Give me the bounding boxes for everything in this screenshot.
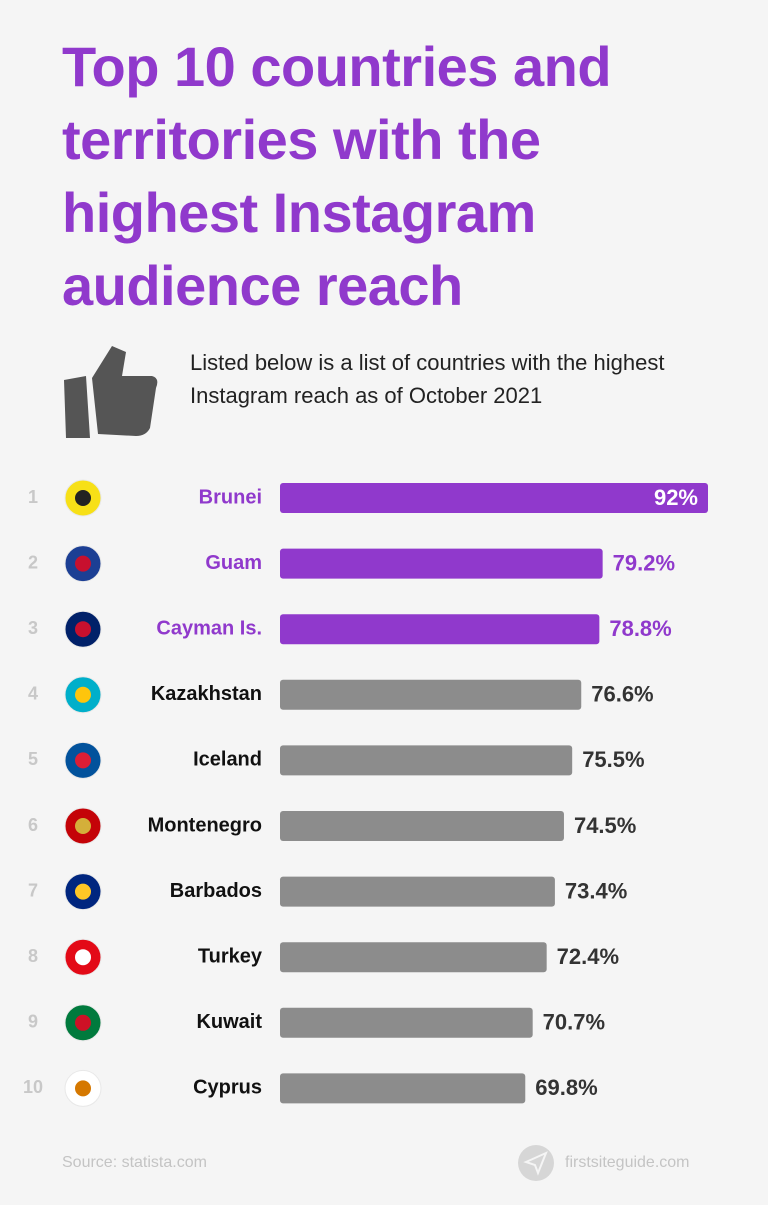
value-label: 76.6%	[591, 682, 653, 707]
bar	[280, 679, 582, 710]
category-label: Brunei	[199, 486, 262, 508]
value-label: 75.5%	[582, 747, 644, 772]
rank: 5	[28, 749, 38, 769]
flag-emblem	[75, 883, 91, 900]
subtitle: Listed below is a list of countries with…	[190, 350, 665, 408]
rank: 1	[28, 487, 38, 507]
flag-emblem	[75, 490, 91, 506]
category-label: Guam	[205, 552, 262, 574]
value-label: 79.2%	[613, 550, 675, 575]
flag-emblem	[75, 1080, 91, 1097]
thumb-icon	[64, 346, 158, 438]
value-label: 74.5%	[574, 813, 636, 838]
chart: 1 Brunei 92% 2 Guam 79.2% 3 Cayman Is. 78.8% 4 Kaz…	[23, 479, 708, 1107]
bar	[280, 942, 547, 973]
value-label: 92%	[654, 485, 698, 510]
category-label: Kuwait	[196, 1011, 262, 1033]
bar	[280, 745, 573, 776]
rank: 9	[28, 1012, 38, 1032]
flag-emblem	[75, 555, 91, 572]
value-label: 69.8%	[535, 1075, 597, 1100]
flag-emblem	[75, 1014, 91, 1031]
chart-title: Top 10 countries and territories with th…	[62, 35, 612, 317]
flag-emblem	[75, 752, 91, 769]
flag-emblem	[75, 686, 91, 703]
brand-logo-plane	[523, 1151, 548, 1176]
category-label: Cyprus	[193, 1077, 262, 1099]
bar	[280, 548, 603, 579]
flag-emblem	[75, 818, 91, 834]
rank: 8	[28, 946, 38, 966]
source: Source: statista.com	[62, 1154, 207, 1171]
category-label: Iceland	[193, 749, 262, 771]
footer: Source: statista.com firstsiteguide.com	[62, 1145, 690, 1181]
flag-emblem	[75, 949, 91, 966]
value-label: 70.7%	[543, 1010, 605, 1035]
rank: 4	[28, 684, 38, 704]
value-label: 72.4%	[557, 944, 619, 969]
rank: 3	[28, 618, 38, 638]
flag-emblem	[75, 621, 91, 638]
bar	[280, 876, 555, 907]
rank: 6	[28, 815, 38, 835]
bar	[280, 1007, 533, 1038]
rank: 2	[28, 552, 38, 572]
category-label: Barbados	[170, 880, 262, 902]
thumb-shape	[64, 346, 158, 438]
brand: firstsiteguide.com	[565, 1154, 690, 1171]
rank: 10	[23, 1077, 43, 1097]
category-label: Cayman Is.	[156, 617, 262, 639]
category-label: Turkey	[198, 945, 263, 967]
category-label: Kazakhstan	[151, 683, 262, 705]
bar	[280, 811, 564, 841]
value-label: 73.4%	[565, 878, 627, 903]
rank: 7	[28, 880, 38, 900]
category-label: Montenegro	[148, 814, 262, 836]
bar	[280, 1073, 526, 1104]
bar	[280, 483, 708, 513]
brand-logo	[518, 1145, 554, 1181]
bar	[280, 614, 600, 645]
value-label: 78.8%	[609, 616, 671, 641]
